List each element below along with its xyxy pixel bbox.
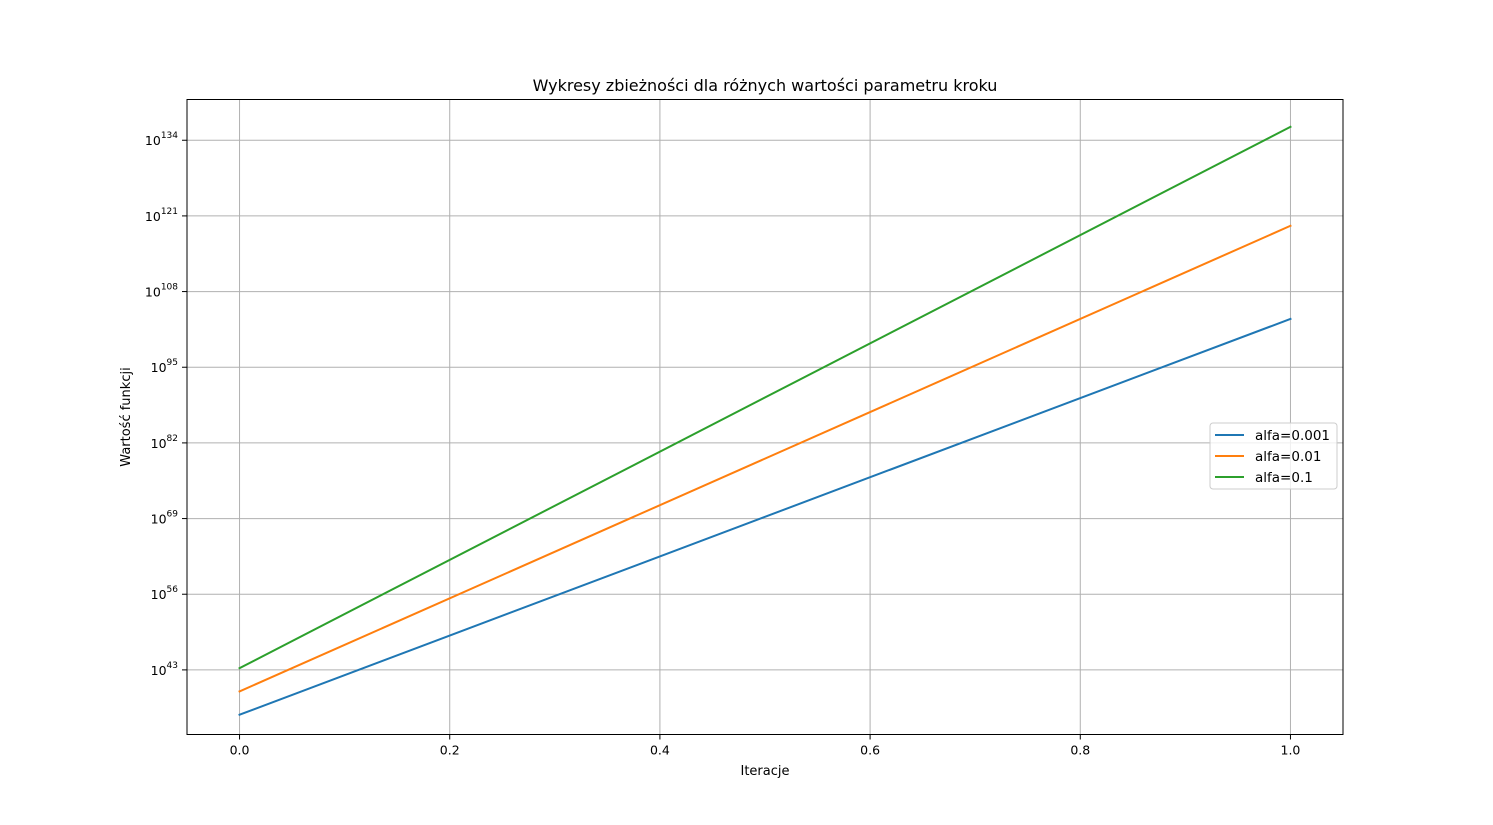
y-tick-base: 10 bbox=[151, 512, 167, 527]
ticks: 0.0 0.2 0.4 0.6 0.8 1.01043105610691082109510… bbox=[145, 131, 1301, 757]
legend-label: alfa=0.001 bbox=[1255, 428, 1330, 444]
y-tick-base: 10 bbox=[151, 360, 167, 375]
series-line-alfa-0-01 bbox=[238, 224, 1292, 693]
y-tick-exponent: 69 bbox=[167, 510, 179, 520]
legend-label: alfa=0.1 bbox=[1255, 470, 1313, 486]
y-tick-label: 1069 bbox=[151, 510, 179, 527]
x-tick-label: 0.4 bbox=[650, 743, 670, 758]
legend-label: alfa=0.01 bbox=[1255, 449, 1321, 465]
y-tick-exponent: 134 bbox=[161, 131, 178, 141]
x-tick-label: 0.8 bbox=[1070, 743, 1090, 758]
series-lines bbox=[238, 125, 1292, 716]
y-tick-label: 10108 bbox=[145, 283, 178, 300]
y-tick-base: 10 bbox=[151, 436, 167, 451]
y-tick-label: 10121 bbox=[145, 207, 178, 224]
y-tick-exponent: 108 bbox=[161, 283, 178, 293]
legend: alfa=0.001 alfa=0.01 alfa=0.1 bbox=[1209, 422, 1338, 490]
series-line-alfa-0-1 bbox=[238, 125, 1292, 670]
y-tick-base: 10 bbox=[151, 663, 167, 678]
series-line-alfa-0-001 bbox=[238, 317, 1292, 716]
x-tick-label: 1.0 bbox=[1281, 743, 1301, 758]
y-tick-base: 10 bbox=[151, 587, 167, 602]
y-tick-exponent: 82 bbox=[167, 434, 178, 444]
legend-box bbox=[1209, 422, 1338, 490]
y-tick-exponent: 43 bbox=[167, 661, 178, 671]
chart-title: Wykresy zbieżności dla różnych wartości … bbox=[533, 76, 998, 95]
y-tick-base: 10 bbox=[145, 133, 161, 148]
x-tick-label: 0.2 bbox=[440, 743, 460, 758]
x-axis-label: Iteracje bbox=[741, 764, 790, 779]
y-tick-label: 1056 bbox=[151, 585, 179, 602]
plot-frame bbox=[186, 99, 1344, 735]
y-tick-exponent: 56 bbox=[167, 585, 179, 595]
x-tick-label: 0.6 bbox=[860, 743, 880, 758]
y-axis-label: Wartość funkcji bbox=[119, 367, 134, 466]
y-tick-exponent: 121 bbox=[161, 207, 178, 217]
x-tick-label: 0.0 bbox=[230, 743, 250, 758]
y-tick-label: 1043 bbox=[151, 661, 178, 678]
y-tick-label: 10134 bbox=[145, 131, 178, 148]
y-tick-label: 1095 bbox=[151, 358, 178, 375]
y-tick-base: 10 bbox=[145, 209, 161, 224]
grid bbox=[187, 99, 1343, 735]
y-tick-base: 10 bbox=[145, 285, 161, 300]
y-tick-label: 1082 bbox=[151, 434, 178, 451]
y-tick-exponent: 95 bbox=[167, 358, 178, 368]
